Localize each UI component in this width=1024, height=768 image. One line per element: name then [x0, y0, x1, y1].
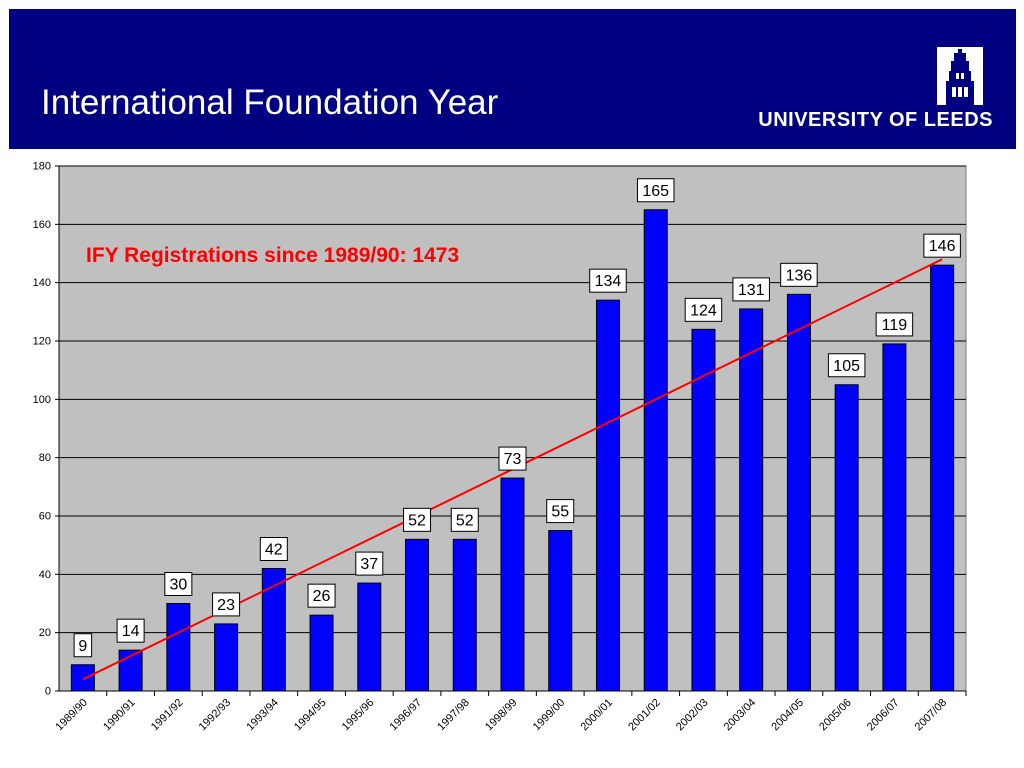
y-tick-label: 120: [33, 336, 51, 348]
y-tick-label: 0: [45, 686, 51, 698]
data-label-box: [73, 633, 93, 658]
y-tick-label: 80: [39, 452, 51, 464]
y-tick-label: 60: [39, 511, 51, 523]
registrations-bar-chart: 0 20 40 60 80 100 120 140 160 180 1989/90 1990/91 19…: [33, 161, 967, 734]
data-label: 136: [786, 267, 813, 284]
x-tick-label: 1995/96: [340, 697, 377, 734]
x-tick-label: 2000/01: [578, 697, 615, 734]
x-tick-label: 2003/04: [722, 697, 759, 734]
x-tick-label: 2004/05: [769, 697, 806, 734]
bar: [166, 603, 191, 692]
data-label-box: [589, 268, 627, 293]
data-label: 30: [169, 577, 187, 594]
bar: [70, 664, 95, 692]
x-tick-label: 1991/92: [149, 697, 186, 734]
bar: [930, 264, 955, 692]
x-tick-label: 1992/93: [197, 697, 234, 734]
data-label-box: [923, 233, 961, 258]
y-tick-label: 20: [39, 627, 51, 639]
data-label: 23: [217, 597, 235, 614]
total-registrations-annotation: IFY Registrations since 1989/90: 1473: [86, 244, 459, 267]
data-label: 26: [313, 588, 331, 605]
data-label-box: [116, 618, 145, 643]
bar: [834, 384, 859, 692]
bar: [118, 649, 143, 692]
bar: [357, 582, 382, 692]
data-label-box: [259, 537, 288, 561]
x-tick-label: 1997/98: [435, 697, 472, 734]
x-tick-label: 1989/90: [53, 697, 90, 734]
bar: [595, 299, 620, 692]
header-banner: International Foundation Year UNIVERSITY…: [9, 9, 1016, 149]
x-tick-label: 1993/94: [244, 697, 281, 734]
data-label-box: [732, 277, 770, 302]
data-label: 165: [642, 183, 669, 200]
slide-title: International Foundation Year: [41, 83, 499, 122]
university-name: UNIVERSITY OF LEEDS: [758, 109, 993, 131]
y-tick-label: 180: [33, 161, 51, 173]
data-label-box: [355, 551, 384, 576]
data-label: 14: [122, 623, 140, 640]
bar: [452, 538, 477, 692]
x-tick-label: 2002/03: [674, 697, 711, 734]
data-label-box: [403, 507, 432, 532]
data-label: 55: [551, 504, 569, 521]
x-tick-label: 2007/08: [913, 697, 950, 734]
data-label-box: [875, 312, 914, 337]
data-label: 119: [882, 317, 908, 334]
data-label-box: [780, 262, 818, 287]
data-label: 131: [738, 282, 765, 299]
x-tick-label: 1998/99: [483, 697, 520, 734]
y-tick-label: 140: [33, 277, 51, 289]
data-label-box: [684, 297, 723, 322]
bar: [739, 308, 764, 692]
bar: [548, 530, 573, 692]
data-label-box: [212, 592, 241, 617]
y-tick-label: 160: [33, 219, 51, 231]
university-logo-icon: [937, 47, 983, 105]
x-tick-label: 1990/91: [101, 697, 138, 734]
bar: [691, 328, 716, 692]
data-label: 42: [265, 542, 283, 559]
bar: [214, 623, 239, 692]
data-label: 105: [833, 358, 860, 375]
data-label: 146: [929, 238, 956, 255]
x-tick-label: 1996/97: [388, 697, 425, 734]
bar: [261, 568, 286, 692]
bar: [309, 614, 334, 692]
bar: [500, 477, 525, 692]
data-label-box: [164, 572, 193, 596]
x-tick-label: 2001/02: [626, 697, 663, 734]
data-label-box: [450, 507, 479, 532]
data-label: 9: [78, 638, 87, 655]
data-label-box: [498, 446, 527, 471]
bar: [786, 293, 811, 692]
data-label: 124: [690, 302, 717, 319]
data-label-box: [307, 583, 336, 608]
x-tick-label: 2006/07: [865, 697, 902, 734]
bar: [882, 343, 907, 692]
x-tick-label: 2005/06: [817, 697, 854, 734]
bar: [405, 538, 430, 692]
bar: [643, 209, 668, 692]
y-tick-label: 40: [39, 569, 51, 581]
x-tick-label: 1999/00: [531, 697, 568, 734]
data-label: 73: [504, 451, 522, 468]
data-label-box: [636, 178, 675, 203]
data-label: 52: [408, 512, 426, 529]
data-label: 52: [456, 512, 474, 529]
y-tick-label: 100: [33, 394, 51, 406]
data-label-box: [546, 499, 575, 524]
data-label: 134: [595, 273, 622, 290]
x-tick-label: 1994/95: [292, 697, 329, 734]
data-label: 37: [360, 556, 378, 573]
data-label-box: [827, 353, 866, 378]
